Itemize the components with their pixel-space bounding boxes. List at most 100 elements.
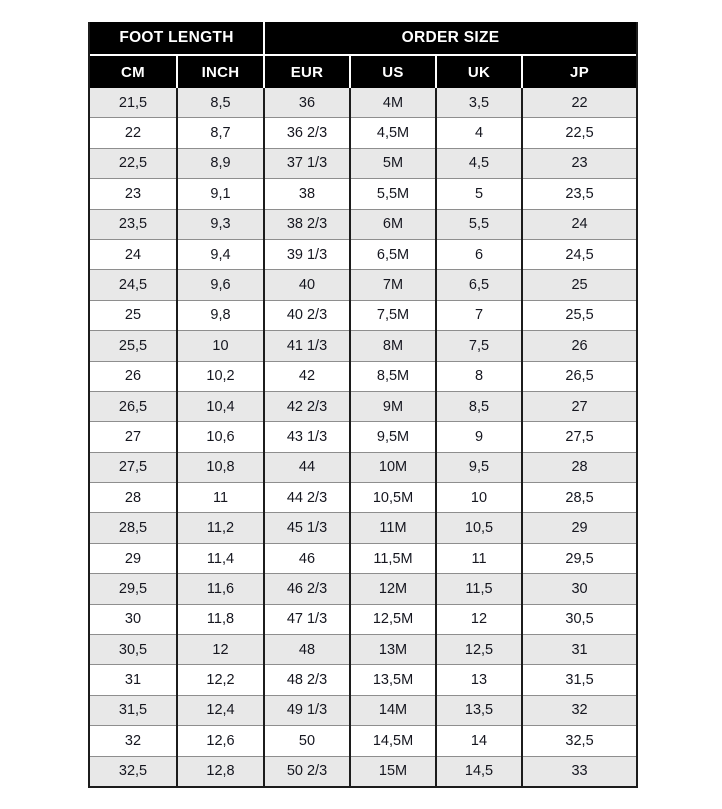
cell-eur: 50 bbox=[264, 725, 351, 757]
cell-uk: 8,5 bbox=[436, 391, 523, 423]
column-header-us: US bbox=[350, 54, 437, 88]
cell-inch: 11,2 bbox=[177, 512, 265, 544]
table-row: 32 12,6 50 14,5M 14 32,5 bbox=[90, 725, 637, 757]
column-header-cm: CM bbox=[90, 54, 178, 88]
group-header-order-size: ORDER SIZE bbox=[264, 22, 637, 55]
cell-inch: 11,8 bbox=[177, 604, 265, 636]
cell-eur: 47 1/3 bbox=[264, 604, 351, 636]
cell-inch: 12 bbox=[177, 634, 265, 666]
cell-inch: 10,4 bbox=[177, 391, 265, 423]
cell-eur: 45 1/3 bbox=[264, 512, 351, 544]
cell-inch: 12,8 bbox=[177, 756, 265, 786]
cell-inch: 8,5 bbox=[177, 88, 265, 119]
cell-eur: 40 2/3 bbox=[264, 300, 351, 332]
cell-inch: 12,2 bbox=[177, 664, 265, 696]
table-row: 22 8,7 36 2/3 4,5M 4 22,5 bbox=[90, 117, 637, 149]
cell-us: 8M bbox=[350, 330, 437, 362]
cell-us: 9,5M bbox=[350, 421, 437, 453]
cell-jp: 23,5 bbox=[522, 178, 637, 210]
cell-jp: 25,5 bbox=[522, 300, 637, 332]
cell-uk: 6,5 bbox=[436, 269, 523, 301]
table-row: 31,5 12,4 49 1/3 14M 13,5 32 bbox=[90, 695, 637, 727]
cell-eur: 46 bbox=[264, 543, 351, 575]
cell-eur: 49 1/3 bbox=[264, 695, 351, 727]
cell-uk: 8 bbox=[436, 361, 523, 392]
cell-jp: 33 bbox=[522, 756, 637, 786]
cell-us: 4M bbox=[350, 88, 437, 119]
shoe-size-chart-table: FOOT LENGTH ORDER SIZE CM INCH EUR US UK… bbox=[90, 22, 637, 786]
table-row: 32,5 12,8 50 2/3 15M 14,5 33 bbox=[90, 756, 637, 786]
cell-jp: 27,5 bbox=[522, 421, 637, 453]
cell-us: 5M bbox=[350, 148, 437, 180]
cell-jp: 28,5 bbox=[522, 482, 637, 514]
column-header-row: CM INCH EUR US UK JP bbox=[90, 54, 637, 88]
cell-us: 14M bbox=[350, 695, 437, 727]
cell-us: 5,5M bbox=[350, 178, 437, 210]
cell-us: 9M bbox=[350, 391, 437, 423]
cell-jp: 24,5 bbox=[522, 239, 637, 271]
cell-us: 10M bbox=[350, 452, 437, 484]
cell-inch: 11 bbox=[177, 482, 265, 514]
cell-jp: 32,5 bbox=[522, 725, 637, 757]
cell-eur: 42 bbox=[264, 361, 351, 392]
table-row: 25 9,8 40 2/3 7,5M 7 25,5 bbox=[90, 300, 637, 332]
cell-uk: 7 bbox=[436, 300, 523, 332]
cell-inch: 8,7 bbox=[177, 117, 265, 149]
cell-eur: 39 1/3 bbox=[264, 239, 351, 271]
cell-cm: 31 bbox=[90, 664, 178, 696]
cell-eur: 41 1/3 bbox=[264, 330, 351, 362]
table-row: 23 9,1 38 5,5M 5 23,5 bbox=[90, 178, 637, 210]
cell-us: 4,5M bbox=[350, 117, 437, 149]
table-row: 29,5 11,6 46 2/3 12M 11,5 30 bbox=[90, 573, 637, 605]
cell-inch: 8,9 bbox=[177, 148, 265, 180]
cell-uk: 4,5 bbox=[436, 148, 523, 180]
cell-jp: 28 bbox=[522, 452, 637, 484]
cell-us: 15M bbox=[350, 756, 437, 786]
table-row: 26 10,2 42 8,5M 8 26,5 bbox=[90, 361, 637, 392]
cell-eur: 38 bbox=[264, 178, 351, 210]
cell-eur: 40 bbox=[264, 269, 351, 301]
cell-inch: 9,4 bbox=[177, 239, 265, 271]
cell-inch: 10,8 bbox=[177, 452, 265, 484]
cell-uk: 5,5 bbox=[436, 209, 523, 240]
cell-inch: 11,6 bbox=[177, 573, 265, 605]
cell-uk: 9 bbox=[436, 421, 523, 453]
cell-cm: 23 bbox=[90, 178, 178, 210]
cell-eur: 50 2/3 bbox=[264, 756, 351, 786]
cell-cm: 21,5 bbox=[90, 88, 178, 119]
cell-inch: 10,2 bbox=[177, 361, 265, 392]
cell-cm: 28 bbox=[90, 482, 178, 514]
cell-us: 13,5M bbox=[350, 664, 437, 696]
cell-cm: 29 bbox=[90, 543, 178, 575]
cell-us: 12M bbox=[350, 573, 437, 605]
cell-jp: 25 bbox=[522, 269, 637, 301]
cell-us: 14,5M bbox=[350, 725, 437, 757]
cell-uk: 7,5 bbox=[436, 330, 523, 362]
cell-cm: 32 bbox=[90, 725, 178, 757]
cell-jp: 29,5 bbox=[522, 543, 637, 575]
table-row: 24,5 9,6 40 7M 6,5 25 bbox=[90, 269, 637, 301]
cell-inch: 12,6 bbox=[177, 725, 265, 757]
cell-jp: 29 bbox=[522, 512, 637, 544]
cell-uk: 4 bbox=[436, 117, 523, 149]
cell-inch: 12,4 bbox=[177, 695, 265, 727]
table-row: 30 11,8 47 1/3 12,5M 12 30,5 bbox=[90, 604, 637, 636]
cell-inch: 10,6 bbox=[177, 421, 265, 453]
cell-us: 8,5M bbox=[350, 361, 437, 392]
cell-cm: 32,5 bbox=[90, 756, 178, 786]
table-head: FOOT LENGTH ORDER SIZE CM INCH EUR US UK… bbox=[90, 22, 637, 88]
cell-uk: 13,5 bbox=[436, 695, 523, 727]
table-row: 28,5 11,2 45 1/3 11M 10,5 29 bbox=[90, 512, 637, 544]
cell-us: 12,5M bbox=[350, 604, 437, 636]
cell-us: 11,5M bbox=[350, 543, 437, 575]
cell-eur: 38 2/3 bbox=[264, 209, 351, 240]
cell-jp: 31,5 bbox=[522, 664, 637, 696]
column-header-jp: JP bbox=[522, 54, 637, 88]
cell-us: 10,5M bbox=[350, 482, 437, 514]
table-body: 21,5 8,5 36 4M 3,5 22 22 8,7 36 2/3 4,5M 4 22,5 22,5… bbox=[90, 88, 637, 786]
cell-uk: 13 bbox=[436, 664, 523, 696]
cell-uk: 10 bbox=[436, 482, 523, 514]
cell-eur: 37 1/3 bbox=[264, 148, 351, 180]
cell-jp: 31 bbox=[522, 634, 637, 666]
table-row: 25,5 10 41 1/3 8M 7,5 26 bbox=[90, 330, 637, 362]
